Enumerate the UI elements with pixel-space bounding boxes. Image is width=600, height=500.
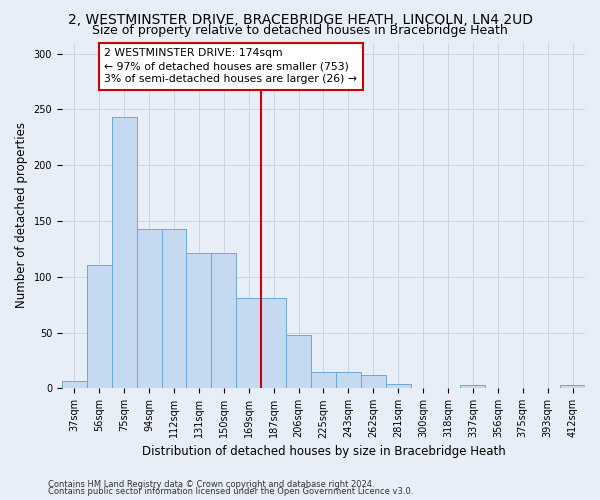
Bar [161,229,187,388]
Bar [87,264,112,388]
Bar [211,254,236,388]
Bar [286,335,311,388]
Text: 2 WESTMINSTER DRIVE: 174sqm
← 97% of detached houses are smaller (753)
3% of sem: 2 WESTMINSTER DRIVE: 174sqm ← 97% of det… [104,48,357,84]
Bar [112,117,137,388]
Bar [560,385,585,388]
Text: Contains public sector information licensed under the Open Government Licence v3: Contains public sector information licen… [48,488,413,496]
Bar [261,298,286,388]
Bar [460,385,485,388]
Bar [386,384,410,388]
Text: 2, WESTMINSTER DRIVE, BRACEBRIDGE HEATH, LINCOLN, LN4 2UD: 2, WESTMINSTER DRIVE, BRACEBRIDGE HEATH,… [67,12,533,26]
Y-axis label: Number of detached properties: Number of detached properties [15,122,28,308]
Text: Contains HM Land Registry data © Crown copyright and database right 2024.: Contains HM Land Registry data © Crown c… [48,480,374,489]
Bar [236,298,261,388]
Bar [361,375,386,388]
Bar [336,372,361,388]
Bar [311,372,336,388]
Text: Size of property relative to detached houses in Bracebridge Heath: Size of property relative to detached ho… [92,24,508,37]
Bar [137,229,161,388]
Bar [62,380,87,388]
X-axis label: Distribution of detached houses by size in Bracebridge Heath: Distribution of detached houses by size … [142,444,505,458]
Bar [187,254,211,388]
